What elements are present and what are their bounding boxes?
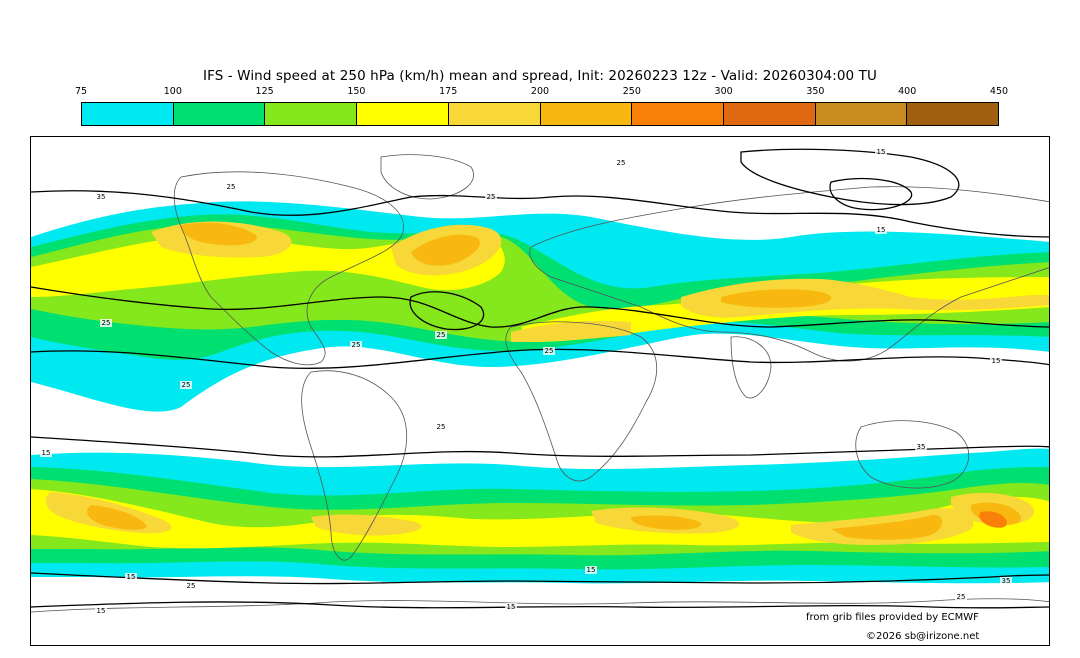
contour-label-bg: [185, 582, 197, 590]
contour-label: 25: [102, 319, 111, 327]
contour-label: 15: [97, 607, 106, 615]
india-outline: [730, 336, 772, 399]
legend-ticks: 75 100 125 150 175 200 250 300 350 400 450: [75, 86, 1008, 100]
legend-swatch-6: [632, 103, 724, 125]
legend-tick-label: 450: [989, 86, 1009, 97]
contour-label-bg: [125, 573, 137, 581]
contour-label: 25: [617, 159, 626, 167]
legend-tick-label: 75: [74, 86, 88, 97]
legend-tick-label: 200: [530, 86, 550, 97]
contour-label-bg: [875, 226, 887, 234]
contour-label: 25: [957, 593, 966, 601]
contour-label-bg: [435, 423, 447, 431]
antarctica-outline: [31, 598, 1049, 613]
greenland-outline: [380, 154, 474, 200]
contour-label-bg: [505, 603, 517, 611]
contour-label: 25: [437, 423, 446, 431]
contour-line-1: [31, 190, 1049, 238]
contour-line-4: [31, 348, 1049, 369]
spread-contours: [31, 148, 1049, 609]
color-legend: [81, 102, 999, 126]
contour-label: 15: [127, 573, 136, 581]
contour-line-8: [740, 148, 960, 206]
contour-label-bg: [180, 381, 192, 389]
australia-outline: [855, 420, 970, 489]
legend-tick-label: 150: [347, 86, 366, 97]
contour-label-bg: [95, 607, 107, 615]
contour-label-bg: [485, 193, 497, 201]
nh-jet-orange: [181, 222, 832, 308]
south-america-outline: [301, 370, 408, 561]
contour-label: 25: [187, 582, 196, 590]
nh-jet-yellow: [31, 231, 1049, 342]
contour-line-5: [31, 436, 1049, 458]
copyright-credit: ©2026 sb@irizone.net: [866, 631, 980, 642]
southern-jet: [31, 448, 1049, 584]
contour-line-3: [409, 291, 485, 331]
contour-label-bg: [1000, 577, 1012, 585]
contour-label: 25: [545, 347, 554, 355]
contour-label: 25: [352, 341, 361, 349]
europe-asia-outline: [529, 186, 1049, 362]
legend-tick-label: 100: [163, 86, 182, 97]
legend-swatch-1: [173, 103, 266, 125]
contour-label: 35: [97, 193, 106, 201]
chart-title: IFS - Wind speed at 250 hPa (km/h) mean …: [203, 68, 877, 84]
legend-swatch-9: [907, 103, 999, 125]
contour-line-7: [31, 601, 1049, 609]
legend-tick-label: 250: [622, 86, 641, 97]
contour-label: 15: [42, 449, 51, 457]
legend-tick-label: 400: [898, 86, 917, 97]
wind-speed-map: 25 35 25 15 25 25 25 15 25 15 25 15 35 25 25 15 15 25 35 25…: [31, 148, 1049, 615]
contour-label: 15: [992, 357, 1001, 365]
contour-label-bg: [615, 159, 627, 167]
legend-swatch-0: [82, 103, 174, 125]
legend-tick-label: 300: [714, 86, 733, 97]
provider-credit: from grib files provided by ECMWF: [806, 612, 979, 623]
contour-label: 25: [182, 381, 191, 389]
contour-label: 15: [877, 226, 886, 234]
legend-swatch-4: [448, 103, 541, 125]
contour-label-bg: [915, 443, 927, 451]
contour-label: 25: [487, 193, 496, 201]
contour-label: 35: [1002, 577, 1011, 585]
contour-label-bg: [585, 566, 597, 574]
contour-line-9: [829, 177, 913, 211]
africa-outline: [505, 321, 658, 482]
contour-label-bg: [95, 193, 107, 201]
contour-label-bg: [955, 593, 967, 601]
contour-label-bg: [100, 319, 112, 327]
contour-label-bg: [350, 341, 362, 349]
contour-label-bg: [990, 357, 1002, 365]
northern-jet: [31, 201, 1049, 412]
contour-label-bg: [225, 183, 237, 191]
contour-label-bg: [40, 449, 52, 457]
contour-line-2: [31, 286, 1049, 328]
legend-swatch-5: [540, 103, 633, 125]
legend-tick-label: 350: [806, 86, 825, 97]
legend-swatch-2: [265, 103, 358, 125]
contour-label: 15: [877, 148, 886, 156]
north-america-outline: [173, 171, 404, 366]
contour-line-6: [31, 572, 1049, 585]
contour-label: 15: [587, 566, 596, 574]
contour-label: 35: [917, 443, 926, 451]
sh-jet-darkorange: [979, 511, 1007, 528]
coastlines: [31, 154, 1049, 613]
legend-swatch-8: [815, 103, 908, 125]
contour-label: 25: [437, 331, 446, 339]
contour-labels: 25 35 25 15 25 25 25 15 25 15 25 15 35 25 25 15 15 25 35 25…: [40, 148, 1012, 615]
legend-swatch-3: [357, 103, 449, 125]
contour-label-bg: [435, 331, 447, 339]
contour-label: 25: [227, 183, 236, 191]
contour-label: 15: [507, 603, 516, 611]
contour-label-bg: [875, 148, 887, 156]
sh-jet-gold: [45, 492, 1035, 545]
legend-swatch-7: [723, 103, 816, 125]
legend-tick-label: 175: [439, 86, 458, 97]
legend-tick-label: 125: [255, 86, 274, 97]
map-panel: 25 35 25 15 25 25 25 15 25 15 25 15 35 25 25 15 15 25 35 25…: [30, 136, 1050, 646]
contour-label-bg: [543, 347, 555, 355]
